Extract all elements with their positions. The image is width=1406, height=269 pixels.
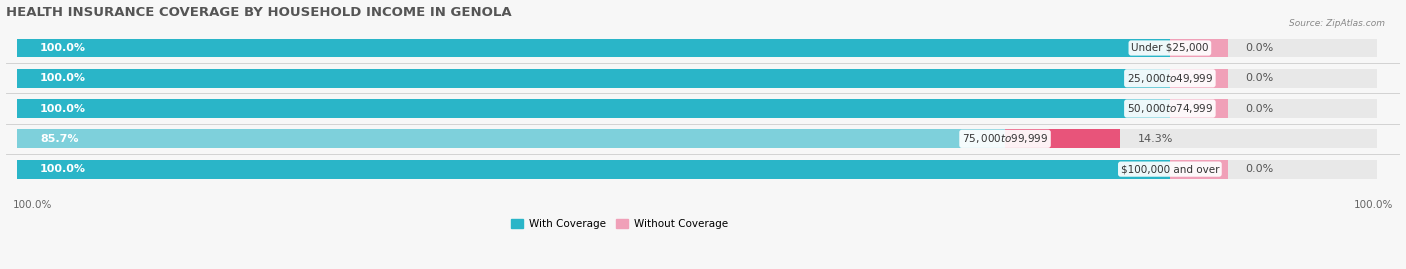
Text: $75,000 to $99,999: $75,000 to $99,999 [962,132,1049,145]
Bar [1170,39,1227,57]
Bar [1170,160,1227,179]
Bar [17,39,1170,57]
Text: 0.0%: 0.0% [1244,104,1272,114]
Bar [17,99,1170,118]
Text: 100.0%: 100.0% [41,43,86,53]
Bar [17,69,1170,88]
Text: $25,000 to $49,999: $25,000 to $49,999 [1126,72,1213,85]
Bar [1170,69,1227,88]
Text: Under $25,000: Under $25,000 [1132,43,1209,53]
Text: 0.0%: 0.0% [1244,73,1272,83]
Text: 0.0%: 0.0% [1244,164,1272,174]
Text: 14.3%: 14.3% [1137,134,1173,144]
Text: 0.0%: 0.0% [1244,43,1272,53]
Text: HEALTH INSURANCE COVERAGE BY HOUSEHOLD INCOME IN GENOLA: HEALTH INSURANCE COVERAGE BY HOUSEHOLD I… [6,6,512,19]
Bar [1170,99,1227,118]
Bar [17,129,1378,148]
Text: $100,000 and over: $100,000 and over [1121,164,1219,174]
Text: Source: ZipAtlas.com: Source: ZipAtlas.com [1289,19,1385,28]
Bar [17,69,1378,88]
Bar [17,39,1378,57]
Legend: With Coverage, Without Coverage: With Coverage, Without Coverage [506,215,733,233]
Bar [17,129,1005,148]
Bar [17,160,1170,179]
Text: $50,000 to $74,999: $50,000 to $74,999 [1126,102,1213,115]
Bar [17,99,1378,118]
Text: 100.0%: 100.0% [41,73,86,83]
Text: 85.7%: 85.7% [41,134,79,144]
Bar [1005,129,1121,148]
Text: 100.0%: 100.0% [41,104,86,114]
Text: 100.0%: 100.0% [41,164,86,174]
Text: 100.0%: 100.0% [1354,200,1393,210]
Bar [17,160,1378,179]
Text: 100.0%: 100.0% [13,200,52,210]
